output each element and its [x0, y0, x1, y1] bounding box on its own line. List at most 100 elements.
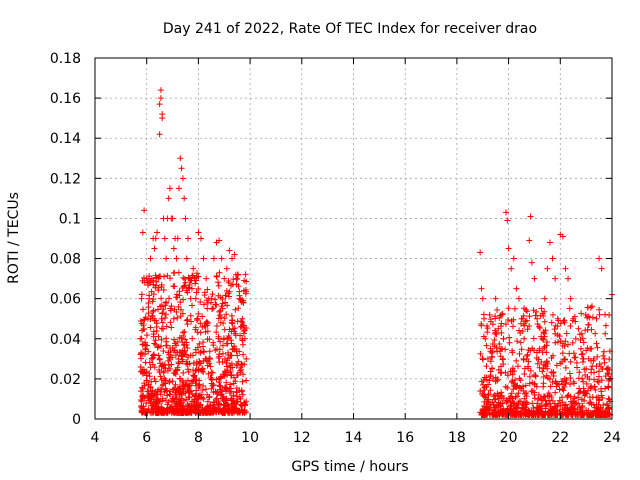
- data-point: [510, 255, 517, 262]
- data-point: [597, 404, 604, 411]
- data-point: [544, 392, 551, 399]
- data-point: [499, 411, 506, 418]
- data-point: [182, 336, 189, 343]
- data-point: [517, 339, 524, 346]
- data-point: [561, 375, 568, 382]
- data-point: [585, 355, 592, 362]
- data-point: [185, 377, 192, 384]
- data-point: [478, 285, 485, 292]
- data-point: [200, 409, 207, 416]
- data-point: [539, 335, 546, 342]
- data-point: [206, 393, 213, 400]
- data-point: [180, 329, 187, 336]
- data-point: [166, 295, 173, 302]
- y-tick-labels: 0 0.02 0.04 0.06 0.08 0.1 0.12 0.14 0.16 0.18: [50, 51, 81, 428]
- data-point: [139, 366, 146, 373]
- data-point: [186, 281, 193, 288]
- data-point: [188, 408, 195, 415]
- data-point: [496, 340, 503, 347]
- data-point: [206, 355, 213, 362]
- data-point: [194, 270, 201, 277]
- data-point: [172, 352, 179, 359]
- data-point: [518, 385, 525, 392]
- data-point: [234, 395, 241, 402]
- data-point: [201, 348, 208, 355]
- data-point: [486, 411, 493, 418]
- data-point: [540, 336, 547, 343]
- data-point: [175, 356, 182, 363]
- data-point: [532, 312, 539, 319]
- data-point: [589, 363, 596, 370]
- data-point: [599, 394, 606, 401]
- data-point: [206, 409, 213, 416]
- data-point: [165, 195, 172, 202]
- data-point: [492, 315, 499, 322]
- data-point: [224, 335, 231, 342]
- data-point: [162, 377, 169, 384]
- data-point: [165, 362, 172, 369]
- data-point: [240, 287, 247, 294]
- data-point: [232, 378, 239, 385]
- data-point: [199, 313, 206, 320]
- data-point: [552, 275, 559, 282]
- data-point: [213, 273, 220, 280]
- data-point: [218, 314, 225, 321]
- data-point: [583, 407, 590, 414]
- data-point: [210, 255, 217, 262]
- axis-ticks: [94, 57, 613, 420]
- data-point: [216, 353, 223, 360]
- data-point: [240, 351, 247, 358]
- data-point: [177, 306, 184, 313]
- data-point: [583, 365, 590, 372]
- data-point: [556, 397, 563, 404]
- data-point: [594, 353, 601, 360]
- data-point: [158, 315, 165, 322]
- data-point: [181, 348, 188, 355]
- data-point: [177, 155, 184, 162]
- data-point: [557, 402, 564, 409]
- data-point: [509, 408, 516, 415]
- y-tick-label: 0.18: [50, 51, 81, 67]
- data-point: [229, 281, 236, 288]
- data-point: [147, 279, 154, 286]
- data-point: [500, 335, 507, 342]
- data-point: [522, 411, 529, 418]
- data-point: [513, 357, 520, 364]
- data-point: [509, 377, 516, 384]
- data-point: [187, 295, 194, 302]
- data-point: [589, 410, 596, 417]
- data-point: [559, 406, 566, 413]
- data-point: [193, 399, 200, 406]
- data-point: [539, 310, 546, 317]
- data-point: [221, 275, 228, 282]
- data-point: [151, 375, 158, 382]
- data-point: [240, 328, 247, 335]
- data-point: [208, 376, 215, 383]
- data-point: [595, 368, 602, 375]
- data-point: [149, 387, 156, 394]
- data-point: [478, 322, 485, 329]
- data-point: [225, 278, 232, 285]
- data-point: [167, 305, 174, 312]
- data-point: [228, 312, 235, 319]
- data-point: [229, 397, 236, 404]
- data-point: [181, 282, 188, 289]
- data-point: [596, 360, 603, 367]
- data-point: [538, 305, 545, 312]
- data-point: [507, 399, 514, 406]
- x-tick-label: 20: [500, 430, 518, 446]
- data-point: [139, 229, 146, 236]
- data-point: [153, 320, 160, 327]
- data-point: [226, 293, 233, 300]
- data-point: [144, 315, 151, 322]
- data-point: [606, 405, 613, 412]
- data-point: [584, 314, 591, 321]
- data-point: [193, 359, 200, 366]
- data-point: [531, 275, 538, 282]
- data-point: [516, 327, 523, 334]
- data-point: [550, 370, 557, 377]
- data-point: [232, 306, 239, 313]
- y-axis-label: ROTI / TECUs: [6, 192, 22, 284]
- data-point: [524, 363, 531, 370]
- data-point: [243, 377, 250, 384]
